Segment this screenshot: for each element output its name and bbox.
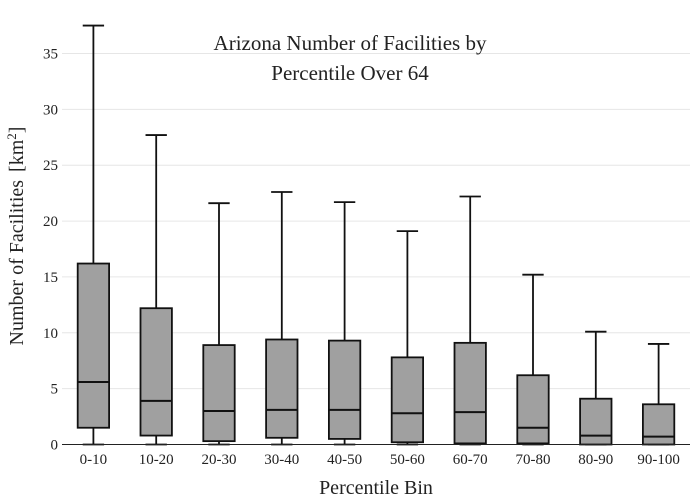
y-tick-label-6: 30: [43, 102, 58, 118]
x-axis-label: Percentile Bin: [319, 477, 433, 499]
box-group-40-50: [327, 201, 362, 446]
x-tick-label-9: 90-100: [637, 452, 680, 468]
iqr-box: [265, 338, 299, 439]
y-axis-label: Number of Facilities [km2]: [4, 127, 28, 346]
y-tick-label-7: 35: [43, 47, 58, 63]
box-group-30-40: [265, 191, 299, 446]
x-tick-label-7: 70-80: [516, 452, 551, 468]
box-group-50-60: [390, 230, 425, 446]
iqr-box: [390, 356, 425, 444]
x-ticks: 0-10 10-20 20-30 30-40 40-50 50-60 60-70 70-80 8…: [80, 452, 680, 468]
y-tick-label-0: 0: [51, 438, 59, 454]
iqr-box: [579, 397, 613, 446]
x-tick-label-3: 30-40: [264, 452, 299, 468]
x-tick-label-2: 20-30: [202, 452, 237, 468]
y-tick-label-4: 20: [43, 214, 58, 230]
y-tick-label-3: 15: [43, 270, 58, 286]
x-tick-label-0: 0-10: [80, 452, 108, 468]
x-tick-label-5: 50-60: [390, 452, 425, 468]
box-group-0-10: [76, 24, 110, 446]
box-group-70-80: [516, 273, 550, 446]
iqr-box: [516, 374, 550, 445]
y-axis-label-unit-close: ]: [6, 127, 28, 134]
y-tick-label-5: 25: [43, 158, 58, 174]
iqr-box: [327, 339, 362, 440]
x-tick-label-8: 80-90: [578, 452, 613, 468]
chart-title-line-1: Arizona Number of Facilities by: [214, 31, 487, 55]
iqr-box: [453, 341, 487, 445]
boxes: [76, 24, 676, 446]
x-tick-label-4: 40-50: [327, 452, 362, 468]
y-ticks: 0 5 10 15 20 25 30 35: [43, 47, 58, 454]
chart-title-line-2: Percentile Over 64: [271, 61, 429, 85]
box-group-20-30: [202, 202, 236, 446]
y-axis-label-unit: [km: [6, 139, 28, 172]
box-group-80-90: [579, 330, 613, 446]
iqr-box: [202, 344, 236, 443]
box-group-10-20: [139, 134, 173, 446]
x-tick-label-6: 60-70: [453, 452, 488, 468]
y-axis-label-unit-sup: 2: [4, 133, 19, 140]
x-tick-label-1: 10-20: [139, 452, 174, 468]
y-tick-label-1: 5: [51, 382, 59, 398]
y-axis-label-main: Number of Facilities: [6, 180, 28, 346]
y-tick-label-2: 10: [43, 326, 58, 342]
iqr-box: [76, 262, 110, 429]
box-group-90-100: [642, 343, 676, 446]
iqr-box: [642, 403, 676, 446]
box-group-60-70: [453, 195, 487, 446]
iqr-box: [139, 307, 173, 437]
